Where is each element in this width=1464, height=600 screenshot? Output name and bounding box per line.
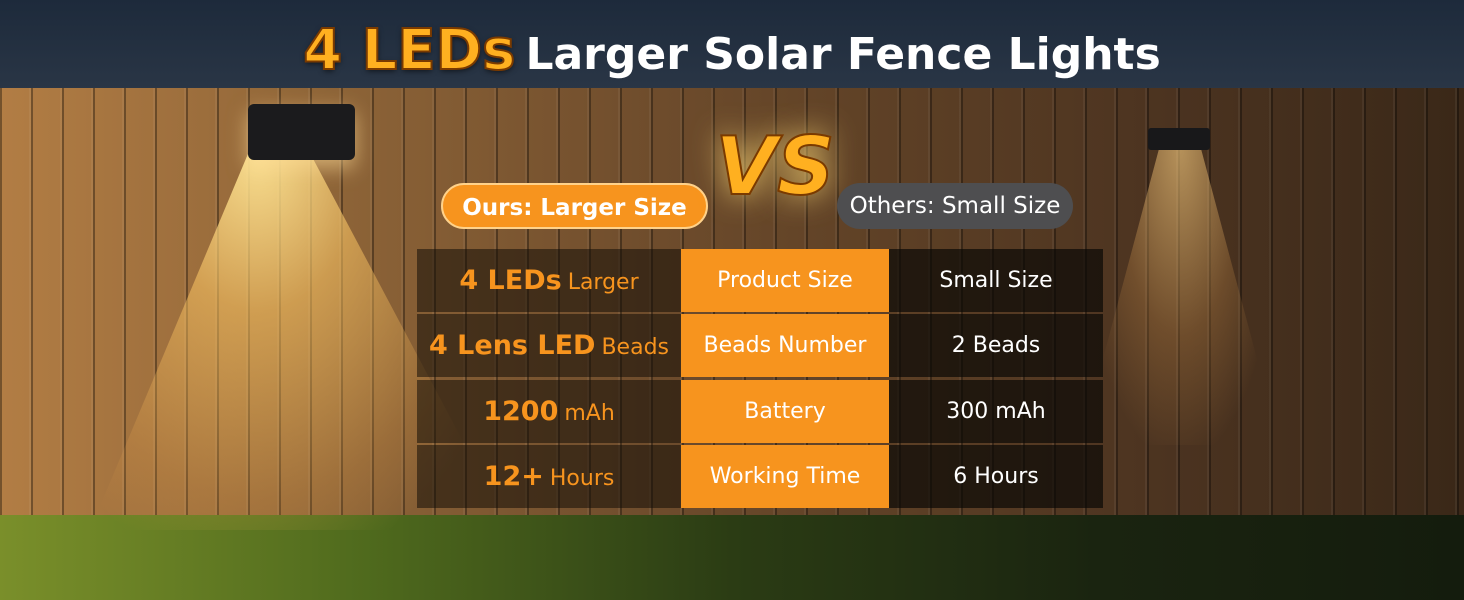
others-cell: 2 Beads [889, 314, 1103, 377]
ours-cell: 12+ Hours [417, 445, 681, 508]
ours-suffix: Hours [549, 466, 615, 491]
ours-suffix: mAh [564, 401, 615, 426]
title-text: Larger Solar Fence Lights [525, 29, 1161, 80]
lamp [1148, 128, 1210, 150]
table-row: 1200 mAh Battery 300 mAh [417, 380, 1103, 443]
title: 4 LEDs Larger Solar Fence Lights [0, 17, 1464, 84]
table-row: 4 LEDs Larger Product Size Small Size [417, 249, 1103, 312]
others-label: Others: Small Size [837, 183, 1073, 229]
feature-cell: Product Size [681, 249, 889, 312]
ours-label: Ours: Larger Size [441, 183, 708, 229]
sky [0, 0, 1464, 92]
feature-cell: Beads Number [681, 314, 889, 377]
table-row: 4 Lens LED Beads Beads Number 2 Beads [417, 314, 1103, 377]
ours-main: 4 Lens LED [428, 330, 596, 361]
others-cell: 6 Hours [889, 445, 1103, 508]
ours-suffix: Larger [567, 270, 639, 295]
vs-label: VS [714, 119, 836, 214]
lamp [248, 104, 355, 160]
ours-main: 12+ [483, 461, 544, 492]
title-highlight: 4 LEDs [302, 17, 516, 84]
ours-cell: 1200 mAh [417, 380, 681, 443]
ours-cell: 4 Lens LED Beads [417, 314, 681, 377]
others-cell: 300 mAh [889, 380, 1103, 443]
feature-cell: Working Time [681, 445, 889, 508]
ours-main: 1200 [483, 396, 559, 427]
others-cell: Small Size [889, 249, 1103, 312]
ours-main: 4 LEDs [459, 265, 562, 296]
ours-suffix: Beads [601, 335, 669, 360]
ours-cell: 4 LEDs Larger [417, 249, 681, 312]
table-row: 12+ Hours Working Time 6 Hours [417, 445, 1103, 508]
feature-cell: Battery [681, 380, 889, 443]
